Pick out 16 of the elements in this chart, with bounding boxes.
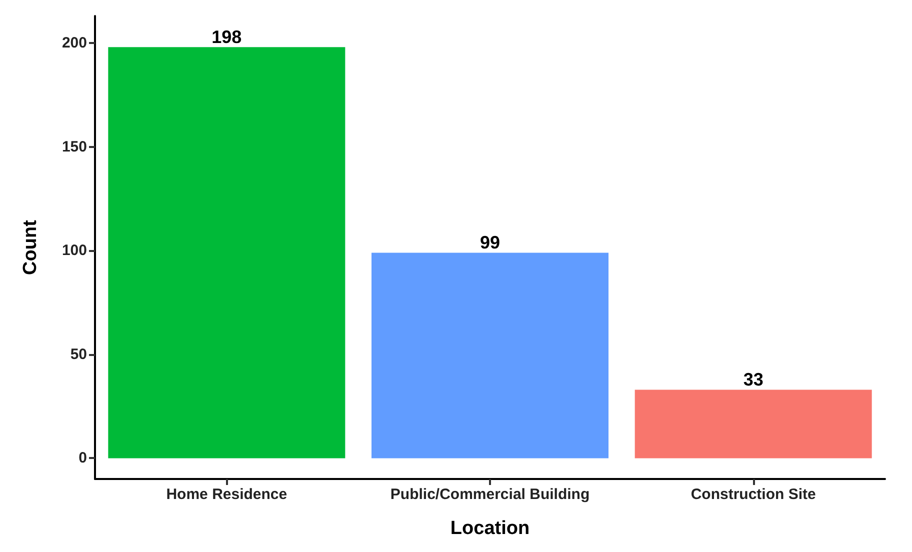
x-tick-label: Home Residence — [166, 486, 288, 503]
y-tick-label: 50 — [70, 346, 87, 363]
bar — [634, 390, 872, 458]
y-tick-label: 100 — [62, 242, 87, 260]
data-label: 198 — [212, 27, 242, 48]
data-label: 99 — [480, 232, 500, 253]
bar — [372, 252, 608, 458]
y-axis-title: Count — [20, 219, 41, 275]
y-tick-label: 0 — [78, 450, 87, 467]
y-tick-label: 200 — [62, 34, 87, 52]
data-label: 33 — [743, 370, 764, 390]
y-tick-label: 150 — [62, 138, 87, 156]
x-axis-title: Location — [450, 518, 530, 539]
x-tick-label: Public/Commercial Building — [390, 486, 590, 503]
bar — [108, 47, 346, 458]
x-tick-label: Construction Site — [690, 486, 816, 503]
